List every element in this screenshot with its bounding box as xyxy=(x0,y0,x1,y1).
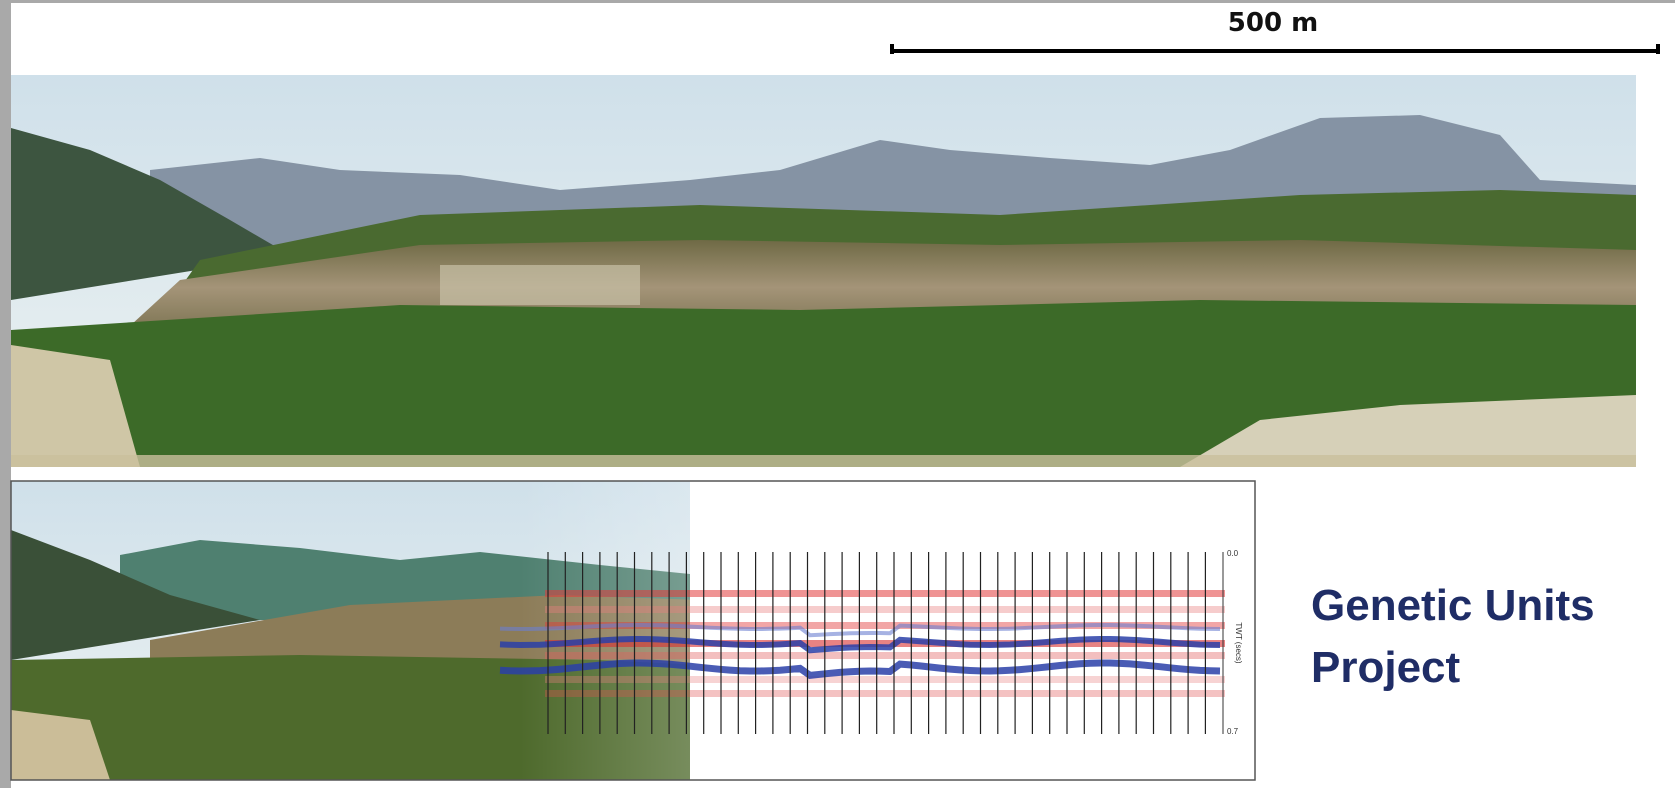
seismic-band xyxy=(545,606,1225,613)
scale-bar xyxy=(892,44,1658,54)
caption-line: Genetic Units xyxy=(1311,581,1595,630)
figure: 500 m 0.0 0.7 TWT (secs) Genetic Units P… xyxy=(0,0,1675,788)
axis-bottom-label: 0.7 xyxy=(1227,727,1239,736)
page: 500 m 0.0 0.7 TWT (secs) Genetic Units P… xyxy=(0,0,1675,788)
scale-label: 500 m xyxy=(1228,8,1318,38)
seismic-band xyxy=(545,652,1225,659)
panorama-photo xyxy=(11,75,1636,467)
seismic-band xyxy=(545,676,1225,683)
seismic-band xyxy=(545,690,1225,697)
frame-left xyxy=(0,0,11,788)
caption-line: Project xyxy=(1311,643,1461,692)
frame-top xyxy=(0,0,1675,3)
seismic-band xyxy=(545,590,1225,597)
outcrop-photo xyxy=(11,481,1255,780)
axis-title: TWT (secs) xyxy=(1234,622,1243,664)
axis-top-label: 0.0 xyxy=(1227,549,1239,558)
